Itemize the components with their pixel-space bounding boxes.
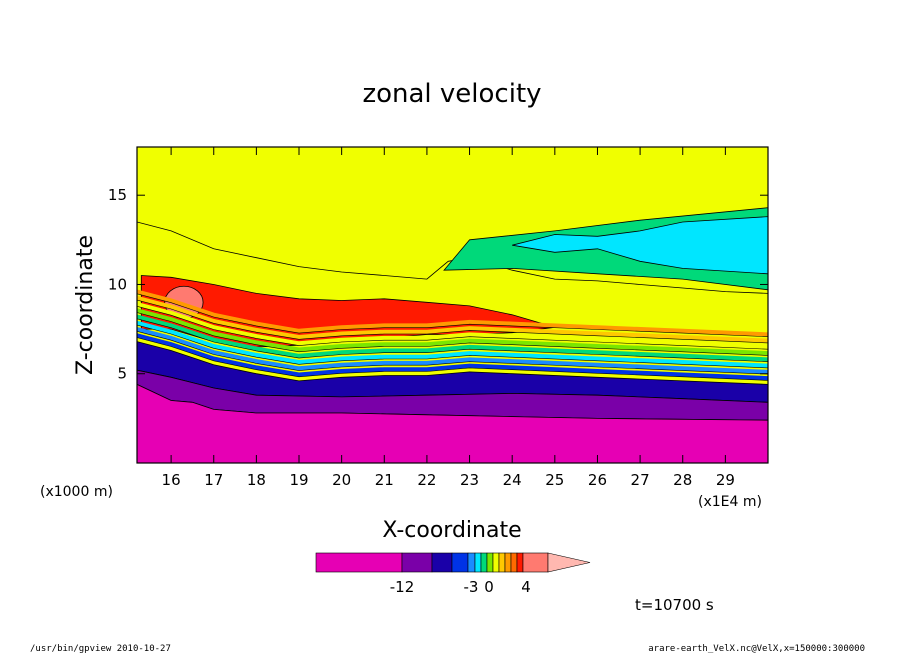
colorbar-swatch bbox=[451, 552, 469, 573]
colorbar: -12 -3 0 4 bbox=[315, 552, 591, 596]
contour-stripe bbox=[137, 295, 768, 343]
x-tick-label: 25 bbox=[545, 471, 564, 489]
region-cyan-core bbox=[512, 216, 768, 275]
colorbar-swatch bbox=[498, 552, 506, 573]
x-axis-label: X-coordinate bbox=[382, 518, 521, 543]
x-tick-label: 27 bbox=[631, 471, 650, 489]
x-tick-label: 19 bbox=[289, 471, 308, 489]
colorbar-swatch bbox=[510, 552, 518, 573]
region-magenta bbox=[137, 383, 768, 463]
contour-line bbox=[137, 331, 768, 375]
x-tick-label: 23 bbox=[460, 471, 479, 489]
contour-stripe bbox=[137, 302, 768, 350]
x-tick-label: 18 bbox=[247, 471, 266, 489]
colorbar-swatch bbox=[431, 552, 453, 573]
x-unit-note: (x1E4 m) bbox=[698, 494, 762, 510]
colorbar-swatch bbox=[516, 552, 524, 573]
colorbar-tick-label: 0 bbox=[484, 578, 494, 596]
contour-stripe bbox=[137, 289, 768, 337]
colorbar-tick-label: -3 bbox=[464, 578, 479, 596]
contour-stripe bbox=[137, 320, 768, 368]
contour-stripe bbox=[137, 314, 768, 362]
colorbar-swatch bbox=[480, 552, 488, 573]
x-tick-label: 22 bbox=[417, 471, 436, 489]
x-tick-label: 29 bbox=[716, 471, 735, 489]
colorbar-swatch bbox=[486, 552, 494, 573]
plot-frame bbox=[136, 146, 769, 464]
contour-lines bbox=[137, 289, 768, 381]
footer-left: /usr/bin/gpview 2010-10-27 bbox=[30, 644, 171, 654]
y-axis-label: Z-coordinate bbox=[73, 235, 98, 375]
colorbar-swatch bbox=[522, 552, 549, 573]
x-tick-label: 24 bbox=[503, 471, 522, 489]
colorbar-swatch bbox=[467, 552, 476, 573]
chart-title: zonal velocity bbox=[362, 79, 541, 109]
colorbar-extend-arrow bbox=[547, 552, 591, 573]
colorbar-swatch bbox=[315, 552, 403, 573]
colorbar-swatch bbox=[504, 552, 512, 573]
colorbar-tick-label: 4 bbox=[521, 578, 531, 596]
contour-stripe bbox=[137, 333, 768, 381]
y-tick-label: 15 bbox=[108, 186, 127, 204]
colorbar-swatch bbox=[492, 552, 500, 573]
contour-line bbox=[137, 306, 768, 350]
contour-line bbox=[137, 299, 768, 344]
colorbar-tick-label: -12 bbox=[390, 578, 415, 596]
y-tick-label: 5 bbox=[117, 365, 127, 383]
contour-line bbox=[137, 318, 768, 362]
contour-line bbox=[137, 324, 768, 369]
y-axis: 5 10 15 bbox=[108, 186, 768, 383]
x-tick-label: 26 bbox=[588, 471, 607, 489]
footer-right: arare-earth_VelX.nc@VelX,x=150000:300000 bbox=[648, 644, 865, 654]
y-tick-label: 10 bbox=[108, 275, 127, 293]
contour-line bbox=[137, 337, 768, 381]
contour-stripe bbox=[137, 308, 768, 356]
x-tick-label: 17 bbox=[204, 471, 223, 489]
x-tick-label: 28 bbox=[673, 471, 692, 489]
time-annotation: t=10700 s bbox=[635, 596, 714, 614]
y-unit-note: (x1000 m) bbox=[40, 484, 113, 500]
contour-line bbox=[137, 293, 768, 337]
colorbar-swatch bbox=[401, 552, 433, 573]
colorbar-swatch bbox=[474, 552, 482, 573]
x-tick-label: 20 bbox=[332, 471, 351, 489]
contour-stripe bbox=[137, 327, 768, 374]
x-tick-label: 16 bbox=[162, 471, 181, 489]
contour-line bbox=[137, 312, 768, 356]
x-tick-label: 21 bbox=[375, 471, 394, 489]
x-axis: 16 17 18 19 20 21 22 23 24 25 26 27 28 29 bbox=[162, 147, 735, 489]
